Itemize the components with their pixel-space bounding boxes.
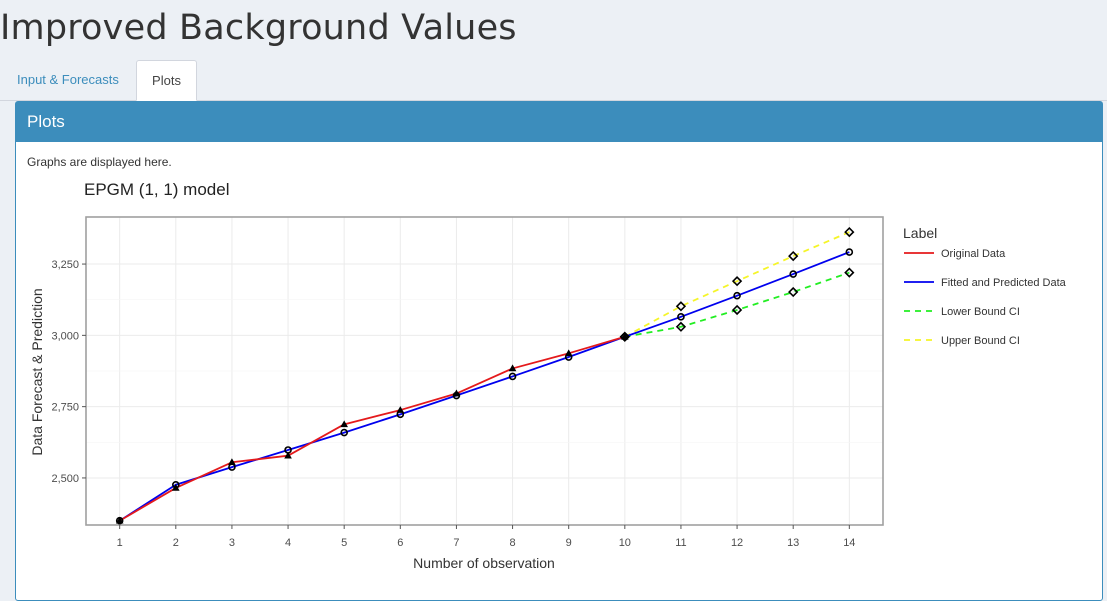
tab-bar: Input & Forecasts Plots [0,60,1107,101]
epgm-chart: EPGM (1, 1) model Number of observation … [29,180,1067,571]
tab-input-forecasts[interactable]: Input & Forecasts [17,72,119,87]
upper-bound-ci-point [675,301,687,312]
legend-label-lower-bound-ci: Lower Bound CI [941,306,1020,318]
lower-bound-ci-line [624,271,850,338]
fitted-and-predicted-data-point [340,428,348,437]
box-description: Graphs are displayed here. [27,155,172,169]
x-tick-label: 14 [843,537,855,549]
upper-bound-ci-point [844,226,855,238]
fitted-and-predicted-data-point [733,291,741,300]
fitted-and-predicted-data-point [508,372,517,381]
x-tick-label: 6 [397,537,403,549]
x-axis-label: Number of observation [413,555,555,571]
x-tick-label: 1 [117,537,123,549]
lower-bound-ci-point [675,321,687,332]
y-tick-label: 2,500 [51,473,79,485]
original-data-point [508,364,517,372]
original-data-point [115,516,124,524]
upper-bound-ci-line [624,231,850,338]
fitted-and-predicted-data-point [845,248,854,256]
original-data-point [172,483,180,491]
y-tick-label: 2,750 [51,402,79,414]
x-tick-label: 3 [229,537,235,549]
y-axis-label: Data Forecast & Prediction [29,288,45,455]
original-data-point [228,458,236,466]
x-tick-label: 5 [341,537,347,549]
x-tick-label: 2 [173,537,179,549]
chart-title: EPGM (1, 1) model [84,180,230,199]
fitted-and-predicted-data-line [119,251,850,522]
y-tick-label: 3,000 [51,330,79,342]
y-tick-label: 3,250 [51,259,79,271]
fitted-and-predicted-data-point [677,313,685,321]
box-header-title: Plots [16,102,1102,142]
x-tick-label: 12 [731,537,743,549]
original-data-line [119,335,626,522]
legend-title: Label [903,225,937,241]
original-data-point [284,451,292,459]
fitted-and-predicted-data-point [789,270,797,278]
original-data-point [396,406,405,413]
tab-plots[interactable]: Plots [136,60,197,101]
original-data-point [621,332,629,340]
x-tick-label: 13 [787,537,799,549]
legend-label-upper-bound-ci: Upper Bound CI [941,335,1020,347]
upper-bound-ci-point [788,250,799,262]
lower-bound-ci-point [731,304,743,316]
x-tick-label: 7 [453,537,459,549]
original-data-point [340,420,348,428]
lower-bound-ci-point [844,267,855,278]
app-title: Improved Background Values [0,8,517,48]
x-tick-label: 4 [285,537,291,549]
x-tick-label: 10 [619,537,631,549]
x-tick-label: 11 [675,537,686,549]
legend-label-fitted-and-predicted-data: Fitted and Predicted Data [941,277,1067,289]
original-data-point [564,349,573,357]
x-tick-label: 8 [510,537,516,549]
upper-bound-ci-point [731,276,743,287]
x-tick-label: 9 [566,537,572,549]
original-data-point [452,389,461,397]
legend-label-original-data: Original Data [941,248,1006,260]
plot-border [85,216,884,526]
lower-bound-ci-point [788,286,799,298]
